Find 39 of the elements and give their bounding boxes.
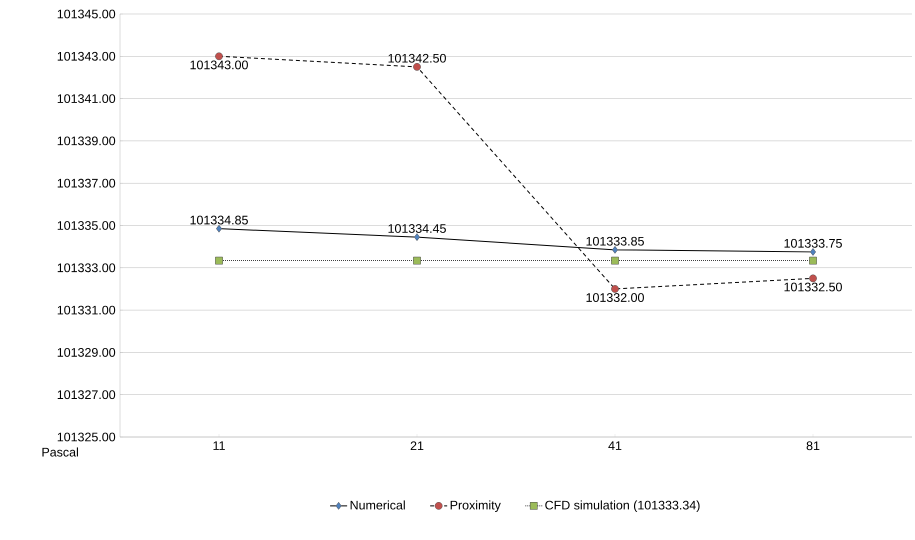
legend-label: Numerical	[350, 500, 405, 510]
point	[413, 256, 421, 264]
y-tick-label: 101345.00	[58, 10, 116, 18]
x-tick-label: 41	[608, 441, 622, 450]
data-label: 101332.50	[784, 282, 842, 292]
point	[216, 224, 222, 233]
data-label: 101333.75	[784, 238, 842, 248]
y-tick-label: 101327.00	[58, 390, 116, 400]
point	[215, 52, 223, 60]
x-tick-label: 21	[410, 441, 424, 450]
point	[611, 285, 619, 293]
point	[809, 256, 817, 264]
point	[612, 246, 618, 254]
data-label: 101332.00	[586, 293, 644, 302]
point	[413, 63, 421, 71]
point	[611, 256, 619, 264]
data-label: 101333.85	[586, 236, 644, 246]
point	[414, 233, 420, 241]
y-tick-label: 101325.00	[58, 432, 116, 442]
y-tick-label: 101335.00	[58, 221, 116, 230]
y-tick-label: 101339.00	[58, 136, 116, 146]
legend-label: CFD simulation (101333.34)	[545, 500, 700, 512]
legend-label: Proximity	[450, 500, 501, 512]
x-axis-title: Pascal	[42, 447, 78, 457]
y-tick-label: 101337.00	[58, 178, 116, 188]
x-tick-label: 11	[213, 441, 225, 450]
data-label: 101334.45	[388, 224, 446, 233]
point	[215, 256, 223, 264]
point	[809, 274, 817, 282]
y-tick-label: 101341.00	[58, 94, 116, 104]
data-label: 101334.85	[190, 216, 248, 224]
y-tick-label: 101329.00	[58, 348, 116, 357]
y-tick-label: 101331.00	[58, 306, 116, 315]
data-label: 101342.50	[388, 54, 446, 63]
y-tick-label: 101333.00	[58, 263, 116, 272]
point	[810, 248, 816, 256]
x-tick-label: 81	[806, 441, 820, 450]
y-tick-label: 101343.00	[58, 52, 116, 61]
data-label: 101343.00	[190, 60, 248, 70]
